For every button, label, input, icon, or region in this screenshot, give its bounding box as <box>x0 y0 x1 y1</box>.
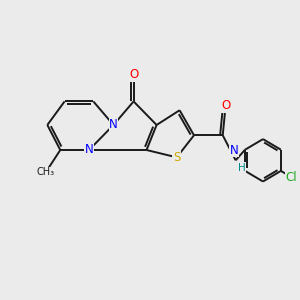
Text: O: O <box>221 99 230 112</box>
Text: Cl: Cl <box>286 171 298 184</box>
Text: N: N <box>109 118 118 131</box>
Text: CH₃: CH₃ <box>37 167 55 177</box>
Text: H: H <box>238 163 246 173</box>
Text: O: O <box>129 68 138 81</box>
Text: N: N <box>85 143 93 157</box>
Text: N: N <box>230 144 239 157</box>
Text: S: S <box>173 151 180 164</box>
